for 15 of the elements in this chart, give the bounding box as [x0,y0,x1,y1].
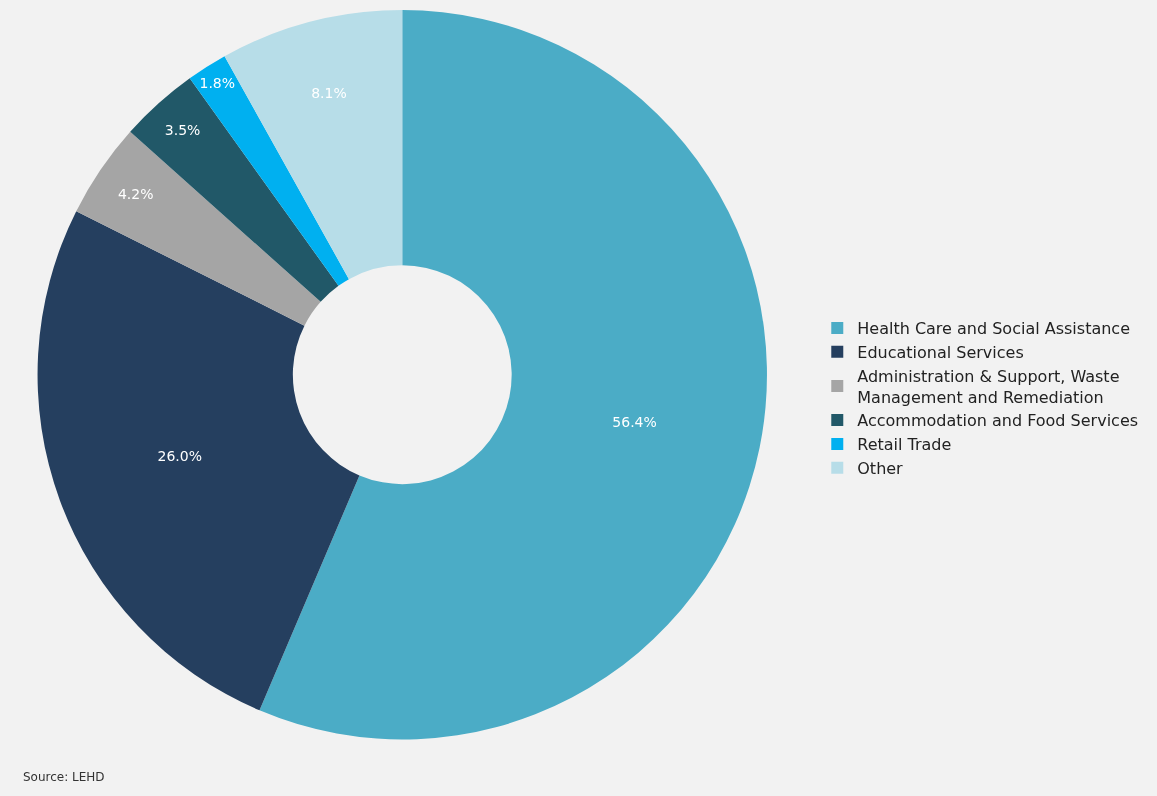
legend-label: Retail Trade [857,435,952,455]
data-label: 1.8% [199,75,236,92]
donut-slice [37,211,360,711]
data-label: 4.2% [117,185,154,202]
data-label: 56.4% [612,414,657,431]
data-label: 3.5% [164,122,201,139]
legend-label: Educational Services [857,342,1024,362]
legend-label: Administration & Support, Waste Management and Remediation [857,366,1120,407]
data-label: 26.0% [157,448,202,465]
legend-label: Health Care and Social Assistance [857,319,1130,339]
legend-label: Other [857,458,904,478]
source-note: Source: LEHD [23,770,105,784]
legend-label: Accommodation and Food Services [857,411,1139,431]
donut-slice [259,10,767,740]
data-label: 8.1% [311,84,347,101]
